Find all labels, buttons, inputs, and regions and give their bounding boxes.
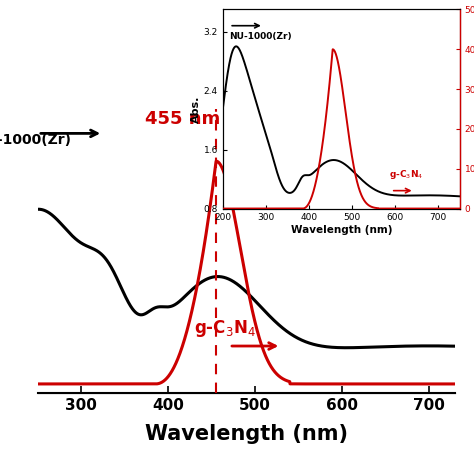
Text: g-C$_3$N$_4$: g-C$_3$N$_4$: [389, 168, 423, 181]
Y-axis label: Abs.: Abs.: [191, 95, 201, 123]
Text: NU-1000(Zr): NU-1000(Zr): [229, 32, 292, 41]
X-axis label: Wavelength (nm): Wavelength (nm): [145, 424, 348, 445]
Text: NU-1000(Zr): NU-1000(Zr): [0, 133, 72, 147]
Text: 455 nm: 455 nm: [145, 110, 220, 128]
X-axis label: Wavelength (nm): Wavelength (nm): [291, 225, 392, 235]
Text: g-C$_3$N$_4$: g-C$_3$N$_4$: [194, 318, 256, 339]
